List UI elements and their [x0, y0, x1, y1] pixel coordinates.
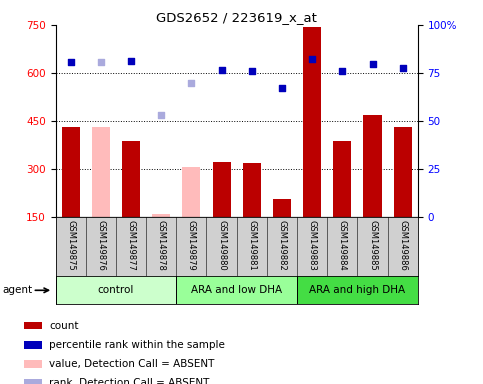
Text: GSM149877: GSM149877 [127, 220, 136, 271]
Bar [24, 379, 43, 384]
Bar [24, 322, 43, 329]
Bar [122, 141, 140, 217]
Point [97, 59, 105, 65]
Point [218, 67, 226, 73]
Text: ARA and high DHA: ARA and high DHA [309, 285, 406, 295]
Text: GSM149875: GSM149875 [66, 220, 75, 271]
Bar [62, 127, 80, 217]
Bar [176, 276, 297, 304]
Text: GSM149880: GSM149880 [217, 220, 226, 271]
Text: count: count [49, 321, 79, 331]
Bar [24, 360, 43, 368]
Point [278, 85, 286, 91]
Text: agent: agent [2, 285, 32, 295]
Bar [297, 276, 418, 304]
Text: GSM149882: GSM149882 [277, 220, 286, 271]
Bar [303, 26, 321, 217]
Text: GSM149876: GSM149876 [96, 220, 105, 271]
Bar [183, 167, 200, 217]
Text: GSM149884: GSM149884 [338, 220, 347, 271]
Text: percentile rank within the sample: percentile rank within the sample [49, 340, 225, 350]
Point [187, 80, 195, 86]
Point [399, 65, 407, 71]
Point [127, 58, 135, 65]
Title: GDS2652 / 223619_x_at: GDS2652 / 223619_x_at [156, 11, 317, 24]
Point [369, 61, 376, 67]
Bar [273, 199, 291, 217]
Text: ARA and low DHA: ARA and low DHA [191, 285, 282, 295]
Bar [394, 127, 412, 217]
Text: GSM149883: GSM149883 [308, 220, 317, 271]
Bar [56, 276, 176, 304]
Point [308, 56, 316, 62]
Bar [24, 341, 43, 349]
Bar [152, 214, 170, 217]
Bar [333, 141, 352, 217]
Bar [92, 127, 110, 217]
Point [339, 68, 346, 74]
Point [157, 111, 165, 118]
Text: GSM149879: GSM149879 [187, 220, 196, 271]
Bar [242, 163, 261, 217]
Point [67, 59, 74, 65]
Bar [213, 162, 231, 217]
Text: GSM149885: GSM149885 [368, 220, 377, 271]
Text: GSM149881: GSM149881 [247, 220, 256, 271]
Text: control: control [98, 285, 134, 295]
Text: value, Detection Call = ABSENT: value, Detection Call = ABSENT [49, 359, 214, 369]
Text: rank, Detection Call = ABSENT: rank, Detection Call = ABSENT [49, 378, 210, 384]
Bar [364, 115, 382, 217]
Text: GSM149886: GSM149886 [398, 220, 407, 271]
Point [248, 68, 256, 74]
Text: GSM149878: GSM149878 [156, 220, 166, 271]
